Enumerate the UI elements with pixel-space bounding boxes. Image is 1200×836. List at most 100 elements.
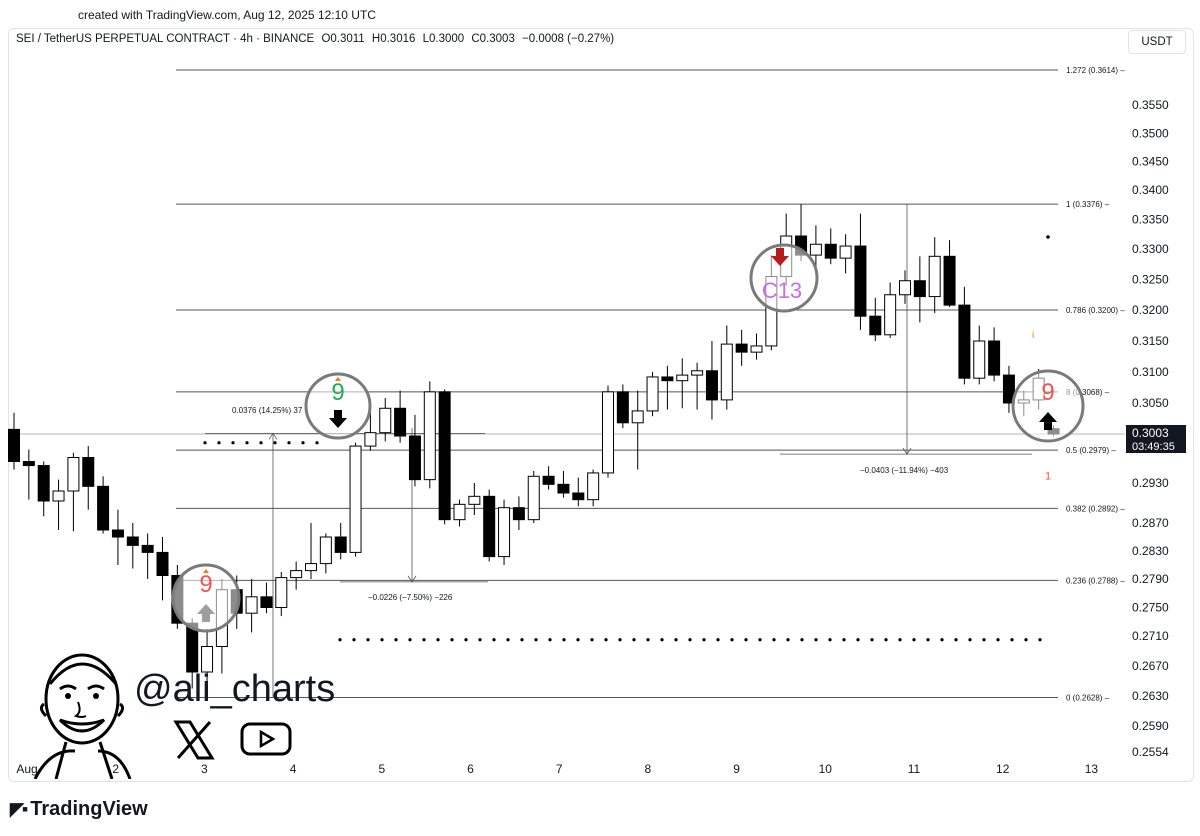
dotted-level-dot [380,638,384,642]
candle-body [468,495,481,505]
x-axis-tick-label: 2 [112,762,119,776]
x-logo-icon[interactable] [172,720,216,760]
candle-body [676,374,689,382]
candle-body [82,456,95,487]
dotted-level-dot [702,638,706,642]
candle-body [512,507,525,521]
signal-arrow-icon [771,248,789,266]
candle-body [988,340,1001,376]
youtube-play-icon[interactable] [240,720,292,758]
y-axis-tick-label: 0.2870 [1132,516,1169,530]
author-avatar-icon [33,653,132,779]
candle-body [349,445,362,553]
ohlc-close: C0.3003 [471,33,515,45]
dotted-level-dot [870,638,874,642]
dotted-level-dot [231,441,235,445]
x-axis-tick-label: 4 [290,762,297,776]
dotted-level-dot [1010,638,1014,642]
candle-body [408,435,421,481]
dotted-level-dot [954,638,958,642]
y-axis-tick-label: 0.3350 [1132,213,1169,227]
created-with-text: created with TradingView.com, Aug 12, 20… [78,8,376,22]
candle-body [572,492,585,501]
dotted-level-dot [245,441,249,445]
dotted-level-dot [674,638,678,642]
fib-level-label: 1 (0.3376) – [1066,200,1110,209]
x-axis-tick-label: 9 [733,762,740,776]
dot-marker [1046,235,1050,239]
ohlc-change: −0.0008 (−0.27%) [522,33,615,45]
dotted-level-dot [646,638,650,642]
candle-body [542,475,555,485]
candle-body [631,410,644,424]
dotted-level-dot [898,638,902,642]
candle-body [483,495,496,558]
dotted-level-dot [996,638,1000,642]
dotted-level-dot [464,638,468,642]
measure-label: −0.0403 (−11.94%) −403 [860,466,949,475]
candle-body [394,407,407,437]
y-axis-tick-label: 0.3250 [1132,273,1169,287]
y-axis-tick-label: 0.2710 [1132,629,1169,643]
candle-body [334,536,347,553]
td-count-label: 1 [1045,470,1051,482]
candle-body [379,407,392,434]
dotted-level-dot [786,638,790,642]
candle-body [928,255,941,298]
candle-body [245,596,258,614]
measure-arrowhead [902,447,912,455]
x-axis-tick-label: 7 [556,762,563,776]
candle-body [319,536,332,565]
y-axis-tick-label: 0.2590 [1132,719,1169,733]
tradingview-logo[interactable]: ◤▪ TradingView [10,798,148,820]
dotted-level-dot [366,638,370,642]
candle-body [201,646,214,673]
dotted-level-dot [660,638,664,642]
candle-body [616,391,629,424]
dotted-level-dot [856,638,860,642]
candle-body [913,280,926,298]
candle-body [52,490,65,502]
y-axis-tick-label: 0.2830 [1132,544,1169,558]
fib-level-label: 0 (0.2628) – [1066,694,1110,703]
orange-marker [203,569,209,573]
dotted-level-dot [394,638,398,642]
x-axis-tick-label: 10 [819,762,833,776]
currency-button[interactable]: USDT [1128,30,1186,54]
fib-level-label: 0.5 (0.2979) – [1066,446,1116,455]
measure-arrowhead [268,432,278,440]
candle-body [423,391,436,481]
candle-body [958,304,971,379]
candle-body [705,370,718,401]
dotted-level-dot [273,441,277,445]
dotted-level-dot [1038,638,1042,642]
candle-body [97,485,110,531]
dotted-level-dot [217,441,221,445]
signal-circle [171,563,241,633]
candle-body [735,343,748,353]
author-handle: @ali_charts [134,668,336,710]
candle-body [720,343,733,401]
y-axis-tick-label: 0.3300 [1132,242,1169,256]
dotted-level-dot [478,638,482,642]
candle-body [156,551,169,577]
signal-circle [304,372,372,440]
tradingview-mark-icon: ◤▪ [10,799,28,819]
signal-label: 9 [199,571,212,598]
symbol-title[interactable]: SEI / TetherUS PERPETUAL CONTRACT · 4h ·… [16,33,315,45]
candle-body [646,376,659,412]
dotted-level-dot [576,638,580,642]
ohlc-open: O0.3011 [321,33,365,45]
candle-body [453,503,466,521]
y-axis-tick-label: 0.2750 [1132,601,1169,615]
candle-body [839,245,852,259]
dotted-level-dot [828,638,832,642]
dotted-level-dot [301,441,305,445]
y-axis-tick-label: 0.3050 [1132,396,1169,410]
measure-arrowhead [407,575,417,583]
dotted-level-dot [562,638,566,642]
y-axis-tick-label: 0.2930 [1132,476,1169,490]
candle-body [290,570,303,579]
y-axis-tick-label: 0.2670 [1132,659,1169,673]
